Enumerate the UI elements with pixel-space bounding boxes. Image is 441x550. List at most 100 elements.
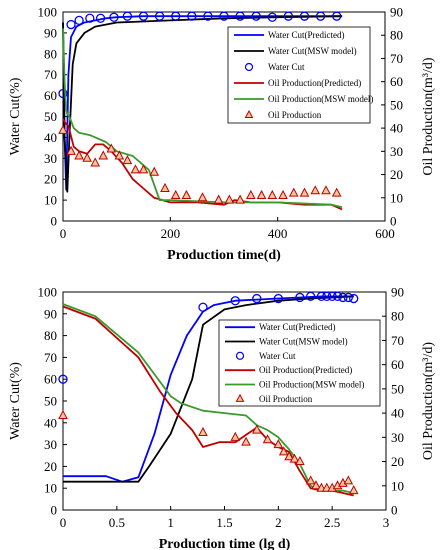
- series-3: [58, 11, 342, 99]
- legend-entry-label: Oil Production(MSW model): [259, 380, 364, 390]
- data-point: [181, 189, 192, 199]
- data-point: [122, 11, 133, 21]
- series-1: [62, 15, 343, 191]
- data-point: [316, 291, 327, 302]
- data-point: [311, 480, 321, 490]
- data-point: [305, 475, 316, 485]
- y-left-tick-label: 0: [51, 503, 58, 518]
- y-left-tick-label: 0: [51, 214, 58, 229]
- data-point: [114, 150, 125, 160]
- data-point: [310, 185, 321, 195]
- data-point: [349, 293, 359, 304]
- x-tick-label: 400: [268, 226, 288, 241]
- y-left-tick-label: 10: [44, 481, 57, 496]
- y-right-tick-label: 10: [390, 190, 403, 205]
- y-right-tick-label: 40: [391, 406, 404, 421]
- legend-box: [227, 26, 371, 124]
- y-left-tick-label: 80: [44, 46, 57, 61]
- legend-entry-label: Oil Production(MSW model): [268, 94, 373, 104]
- data-point: [74, 150, 84, 160]
- legend-entry-label: Water Cut(Predicted): [268, 30, 345, 40]
- legend-swatch: [244, 62, 254, 72]
- y-right-tick-label: 70: [390, 51, 403, 66]
- y-right-tick-label: 20: [391, 454, 404, 469]
- legend-entry-label: Oil Production(Predicted): [259, 365, 352, 375]
- x-tick-label: 0: [60, 226, 67, 241]
- y-right-tick-label: 70: [391, 333, 404, 348]
- data-point: [122, 155, 133, 165]
- series-line: [62, 15, 343, 191]
- y-right-tick-label: 50: [391, 381, 404, 396]
- y-left-tick-label: 20: [44, 172, 57, 187]
- series-6: [58, 124, 342, 204]
- data-point: [343, 292, 353, 303]
- x-tick-label: 600: [375, 226, 395, 241]
- series-2: [62, 15, 343, 193]
- data-point: [278, 446, 289, 456]
- y-right-tick-label: 40: [390, 121, 403, 136]
- data-point: [321, 185, 331, 195]
- data-point: [315, 11, 326, 21]
- x-tick-label: 1: [167, 515, 174, 530]
- y-left-tick-label: 30: [44, 437, 57, 452]
- data-point: [66, 19, 76, 30]
- y-left-tick-label: 10: [44, 193, 57, 208]
- legend-entry-label: Water Cut(Predicted): [259, 322, 336, 332]
- data-point: [348, 485, 359, 495]
- y-right-tick-label: 80: [390, 28, 403, 43]
- data-point: [322, 291, 332, 302]
- data-point: [109, 12, 119, 22]
- data-point: [58, 409, 68, 420]
- legend-entry-label: Oil Production(Predicted): [268, 78, 361, 88]
- data-point: [95, 13, 106, 23]
- x-axis-title: Production time(d): [167, 248, 281, 263]
- data-point: [283, 11, 294, 21]
- legend-swatch: [235, 351, 245, 360]
- y-left-tick-label: 70: [44, 67, 57, 82]
- data-point: [74, 15, 84, 26]
- x-tick-label: 1.5: [216, 515, 232, 530]
- y-right-tick-label: 20: [390, 167, 403, 182]
- data-point: [278, 189, 288, 199]
- data-point: [305, 291, 316, 302]
- data-point: [58, 124, 68, 134]
- data-point: [213, 194, 224, 204]
- data-point: [295, 455, 305, 466]
- data-point: [187, 11, 197, 21]
- data-point: [289, 453, 300, 463]
- data-point: [251, 11, 261, 21]
- y-left-tick-label: 40: [44, 415, 57, 430]
- legend-swatch: [244, 109, 254, 118]
- y-right-tick-label: 50: [390, 97, 403, 112]
- data-point: [154, 11, 165, 21]
- y-left-tick-label: 80: [44, 328, 57, 343]
- x-tick-label: 2.5: [324, 515, 340, 530]
- y-left-tick-label: 100: [38, 5, 58, 20]
- data-point: [273, 439, 284, 449]
- data-point: [251, 424, 262, 434]
- y-left-tick-label: 50: [44, 394, 57, 409]
- legend-entry-label: Oil Production: [259, 394, 313, 404]
- data-point: [58, 88, 68, 99]
- series-line: [62, 15, 343, 193]
- data-point: [262, 434, 273, 444]
- data-point: [230, 296, 240, 306]
- legend-entry-label: Water Cut: [259, 351, 296, 361]
- y-right-tick-label: 10: [391, 478, 404, 493]
- data-point: [197, 192, 208, 202]
- y-left-tick-label: 40: [44, 130, 57, 145]
- data-point: [267, 12, 277, 22]
- x-tick-label: 0: [60, 515, 67, 530]
- legend-entry-label: Water Cut: [268, 62, 305, 72]
- data-point: [224, 194, 235, 204]
- y-left-tick-label: 100: [38, 285, 58, 300]
- x-tick-label: 2: [275, 515, 282, 530]
- y-right-tick-label: 80: [391, 309, 404, 324]
- legend-box: [218, 319, 381, 407]
- series-3: [58, 291, 359, 384]
- x-tick-label: 200: [161, 226, 181, 241]
- y-left-tick-label: 50: [44, 109, 57, 124]
- data-point: [299, 187, 310, 197]
- data-point: [98, 150, 109, 160]
